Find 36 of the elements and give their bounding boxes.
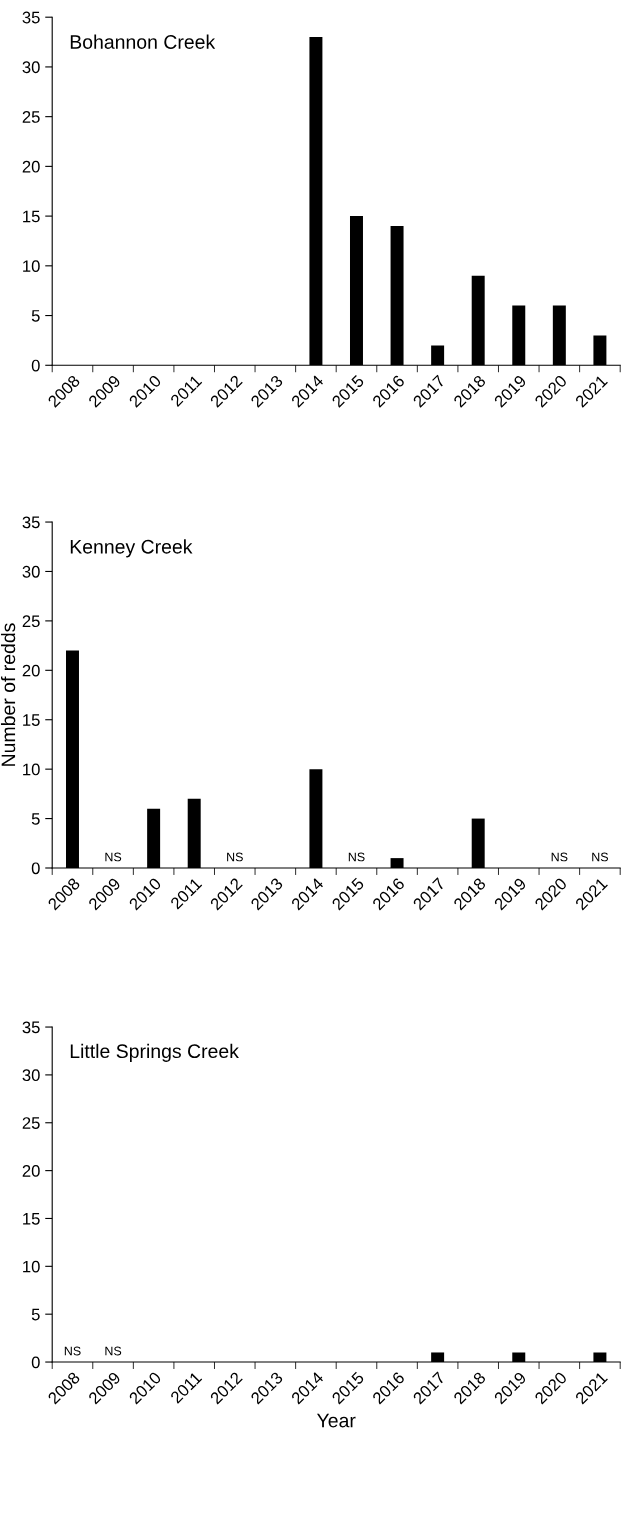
y-tick-label: 10: [23, 763, 40, 776]
y-tick-label: 5: [31, 310, 40, 322]
x-axis-title: Year: [316, 1413, 356, 1428]
y-tick-label: 25: [22, 111, 40, 123]
text: NS: [551, 852, 568, 862]
text: NS: [227, 852, 243, 862]
y-tick-label: 15: [23, 1213, 40, 1225]
y-tick-label: 35: [22, 11, 40, 24]
y-tick-label: 10: [23, 1260, 40, 1273]
y-axis-title: Number of redds: [0, 623, 16, 766]
text: NS: [348, 852, 365, 862]
y-tick-label: 20: [22, 664, 40, 677]
text: NS: [105, 1346, 122, 1356]
y-tick-label: 15: [23, 210, 40, 223]
text: NS: [64, 1346, 81, 1356]
y-tick-label: 20: [22, 1165, 40, 1177]
y-tick-label: 15: [23, 714, 40, 726]
y-tick-label: 25: [22, 615, 40, 628]
y-tick-label: 20: [22, 160, 40, 173]
y-tick-label: 0: [31, 359, 40, 372]
y-tick-label: 25: [22, 1117, 40, 1129]
y-tick-label: 5: [31, 813, 40, 825]
y-tick-label: 0: [31, 862, 40, 875]
text: NS: [105, 852, 122, 862]
y-tick-label: 30: [22, 1069, 40, 1082]
text: Bohannon Creek: [70, 34, 216, 49]
y-tick-label: 10: [23, 260, 40, 273]
y-tick-label: 35: [22, 516, 40, 529]
text: Kenney Creek: [70, 539, 193, 558]
y-tick-label: 0: [31, 1356, 40, 1369]
y-tick-label: 35: [22, 1021, 40, 1034]
y-tick-label: 30: [22, 61, 40, 74]
text: Little Springs Creek: [70, 1043, 239, 1062]
text: NS: [592, 852, 609, 862]
y-tick-label: 30: [22, 565, 40, 578]
y-tick-label: 5: [31, 1308, 40, 1321]
